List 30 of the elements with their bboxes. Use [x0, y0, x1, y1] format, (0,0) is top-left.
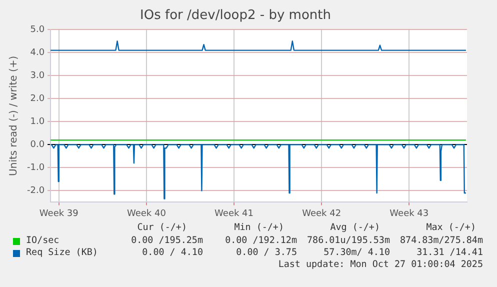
text: 0.00 / 4.10	[141, 247, 203, 258]
text: 874.83m/275.84m	[399, 235, 483, 246]
text: 0.00 /192.12m	[224, 235, 297, 246]
text: Min (-/+)	[233, 222, 284, 233]
y-tick-label: 3.0	[30, 70, 45, 81]
x-tick-label: Week 40	[126, 208, 166, 219]
text: 786.01u/195.53m	[306, 235, 390, 246]
y-tick-label: 0.0	[30, 140, 45, 150]
text: Avg (-/+)	[329, 222, 380, 233]
y-tick-label: -2.0	[27, 186, 45, 196]
x-tick-label: Week 42	[302, 208, 342, 219]
y-tick-label: 2.0	[30, 94, 45, 104]
text: Max (-/+)	[425, 222, 476, 233]
legend-label: IO/sec	[26, 235, 60, 246]
text: 57.30m/ 4.10	[322, 247, 390, 258]
y-tick-label: 1.0	[30, 116, 45, 127]
text: 0.00 /195.25m	[130, 235, 203, 246]
y-tick-label: -1.0	[27, 163, 45, 174]
text: 31.31 /14.41	[416, 247, 483, 258]
chart-title: IOs for /dev/loop2 - by month	[140, 8, 331, 24]
x-tick-label: Week 41	[214, 208, 254, 219]
y-tick-label: 4.0	[30, 48, 45, 58]
y-tick-label: 5.0	[30, 24, 45, 35]
legend-label: Req Size (KB)	[26, 247, 98, 258]
y-axis-title: Units read (-) / write (+)	[8, 56, 20, 176]
x-tick-label: Week 43	[390, 208, 429, 219]
text: Cur (-/+)	[136, 222, 187, 233]
text: 0.00 / 3.75	[235, 247, 297, 258]
x-tick-label: Week 39	[39, 208, 79, 219]
text: Last update: Mon Oct 27 01:00:04 2025	[277, 259, 483, 270]
